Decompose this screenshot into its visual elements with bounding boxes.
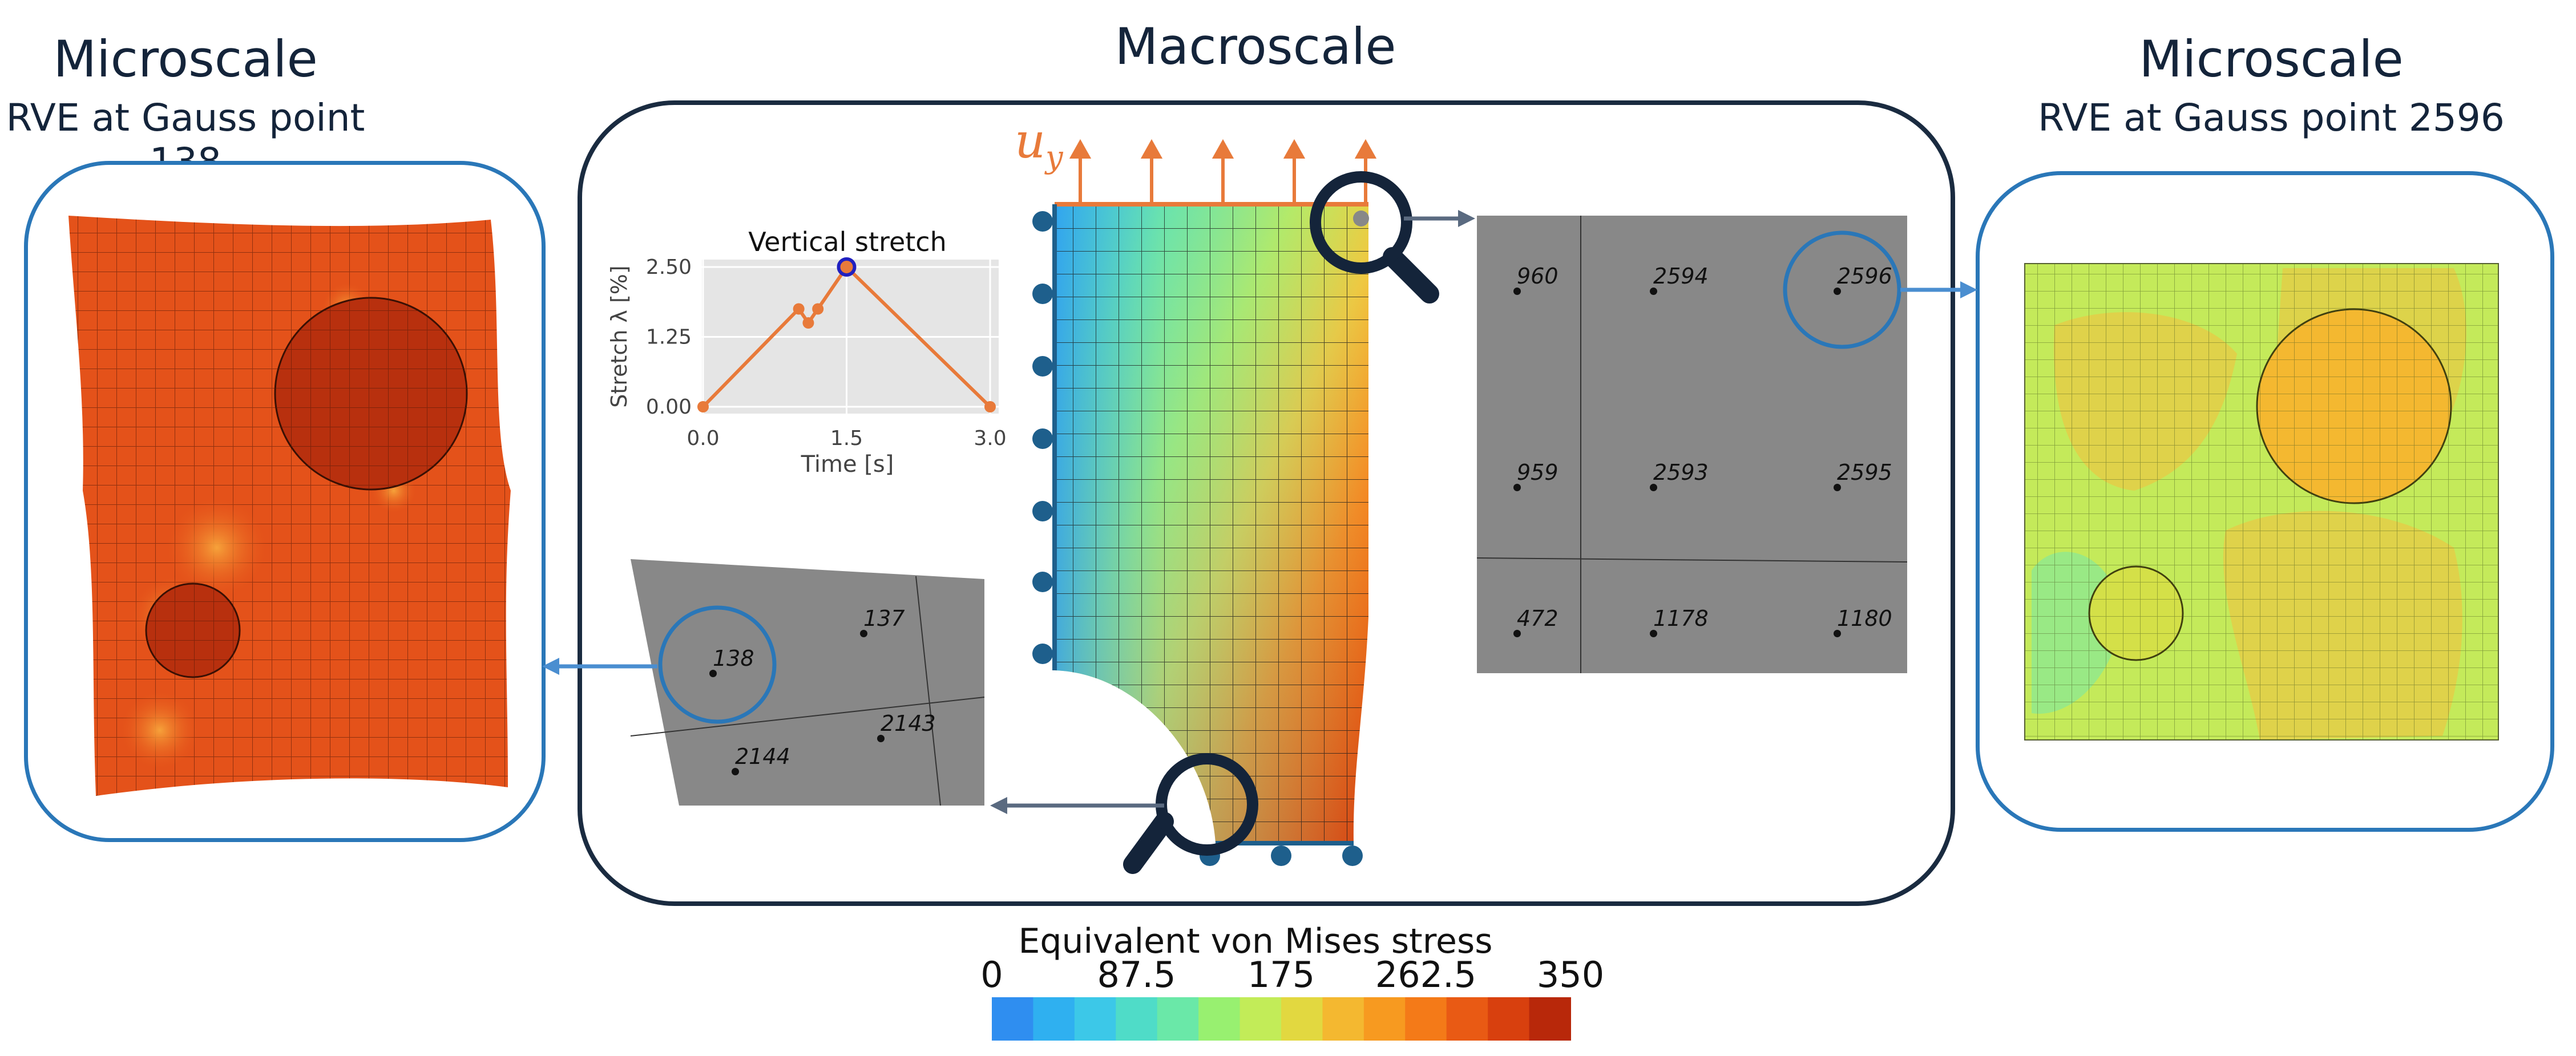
point-label: 2144 [735,744,790,769]
colorbar-swatch [1281,997,1323,1041]
chart-point [793,303,805,315]
center-title: Macroscale [1115,17,1396,76]
colorbar-swatch [1116,997,1158,1041]
colorbar-swatch [1198,997,1241,1041]
colorbar-swatch [992,997,1034,1041]
chart-point [984,401,996,412]
chart-point [697,401,709,412]
chart-ytick-label: 1.25 [646,326,692,349]
colorbar-swatch [1074,997,1117,1041]
chart-xtick-label: 3.0 [974,427,1006,450]
chart-ytick-label: 0.00 [646,395,692,419]
chart-point [802,317,814,329]
point-dot [1650,630,1657,637]
colorbar-tick-label: 350 [1536,954,1605,996]
point-dot [1834,484,1841,491]
colorbar-swatch [1363,997,1406,1041]
right-rve-mesh [2024,263,2499,741]
colorbar-swatch [1446,997,1489,1041]
point-label: 2593 [1653,460,1709,485]
macro-specimen [1052,202,1368,845]
colorbar-swatch [1033,997,1075,1041]
point-dot [1513,630,1521,637]
point-label: 2595 [1837,460,1892,485]
chart-title: Vertical stretch [748,226,947,257]
right-title: Microscale [2139,30,2404,88]
left-rve-mesh [68,216,511,796]
point-dot [1834,630,1841,637]
chart-series-line [701,264,992,408]
colorbar-swatch [1239,997,1282,1041]
right-subtitle: RVE at Gauss point 2596 [2038,96,2505,140]
point-label: 137 [863,606,905,631]
point-label: 960 [1517,264,1558,289]
chart-xlabel: Time [s] [801,451,894,478]
colorbar-swatch [1322,997,1364,1041]
left-title: Microscale [53,30,318,88]
point-dot [877,735,885,742]
zoom-left-box [630,559,985,806]
colorbar-tick-label: 262.5 [1375,954,1477,996]
colorbar-swatches [992,997,1571,1041]
load-arrows [1069,139,1377,204]
point-dot [1650,484,1657,491]
point-label: 1180 [1837,606,1892,631]
point-dot [732,768,739,775]
point-label: 2143 [881,711,936,736]
load-label: uy [1015,113,1063,175]
colorbar-title: Equivalent von Mises stress [1018,921,1493,961]
colorbar-swatch [1488,997,1530,1041]
chart-ytick-label: 2.50 [646,256,692,279]
chart-points [697,257,996,412]
point-dot [1513,484,1521,491]
chart-point [812,303,824,315]
point-dot [860,630,867,637]
point-dot [1513,288,1521,295]
chart-xticks: 0.0 1.5 3.0 [687,427,1006,450]
point-label: 959 [1517,460,1558,485]
chart-xtick-label: 1.5 [830,427,863,450]
point-label: 1178 [1653,606,1709,631]
magnifier-icon-top [1310,171,1439,304]
point-dot [1650,288,1657,295]
point-label: 2594 [1653,264,1709,289]
connector-arrows [542,210,1977,814]
colorbar-swatch [1405,997,1447,1041]
point-label: 138 [713,646,754,671]
stretch-chart: Vertical stretch 0.0 1.5 3.0 0.001.252.50 … [607,226,1007,478]
colorbar-swatch [1157,997,1200,1041]
colorbar-tick-label: 0 [980,954,1003,996]
point-dot [709,670,717,677]
point-label: 2596 [1837,264,1892,289]
point-dot [1834,288,1841,295]
colorbar-swatch [1529,997,1571,1041]
colorbar-tick-label: 175 [1247,954,1315,996]
chart-highlight-point [837,257,857,277]
chart-xtick-label: 0.0 [687,427,719,450]
chart-ylabel: Stretch λ [%] [607,265,632,407]
chart-yticks: 0.00 1.25 2.50 [646,256,692,419]
left-subtitle: RVE at Gauss point 138 [6,96,365,184]
colorbar-tick-label: 87.5 [1097,954,1176,996]
point-label: 472 [1517,606,1558,631]
